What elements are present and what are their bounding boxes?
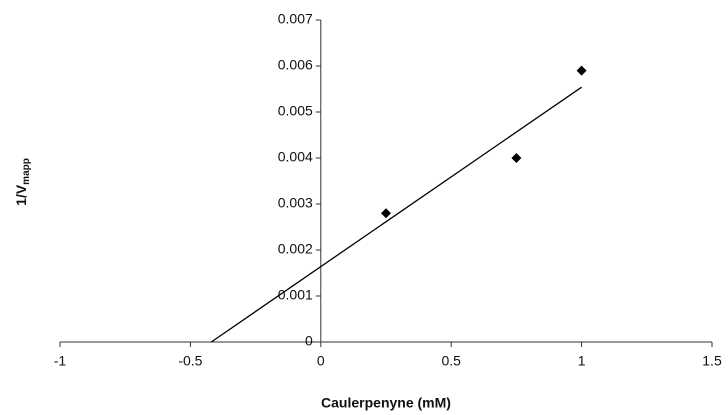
y-tick-label: 0 xyxy=(305,333,313,349)
y-axis-label-main: 1/V xyxy=(13,184,29,206)
y-tick-label: 0.003 xyxy=(278,195,313,211)
y-tick-label: 0.005 xyxy=(278,103,313,119)
point xyxy=(511,153,522,163)
y-tick-label: 0.001 xyxy=(278,287,313,303)
point xyxy=(576,65,587,76)
x-tick-label: 1 xyxy=(578,353,586,369)
x-tick-label: 0 xyxy=(317,353,325,369)
x-tick-label: 1.5 xyxy=(702,353,722,369)
y-axis-label-sub: mapp xyxy=(21,158,32,185)
y-tick-label: 0.004 xyxy=(278,149,313,165)
x-tick-label: 0.5 xyxy=(441,353,461,369)
x-tick-label: -1 xyxy=(54,353,67,369)
x-axis-label: Caulerpenyne (mM) xyxy=(321,395,451,411)
trendline xyxy=(210,86,582,343)
y-tick-label: 0.007 xyxy=(278,11,313,27)
y-tick-label: 0.002 xyxy=(278,241,313,257)
x-tick-label: -0.5 xyxy=(178,353,202,369)
point xyxy=(381,208,391,219)
y-tick-label: 0.006 xyxy=(278,57,313,73)
y-axis-label: 1/Vmapp xyxy=(13,158,32,206)
